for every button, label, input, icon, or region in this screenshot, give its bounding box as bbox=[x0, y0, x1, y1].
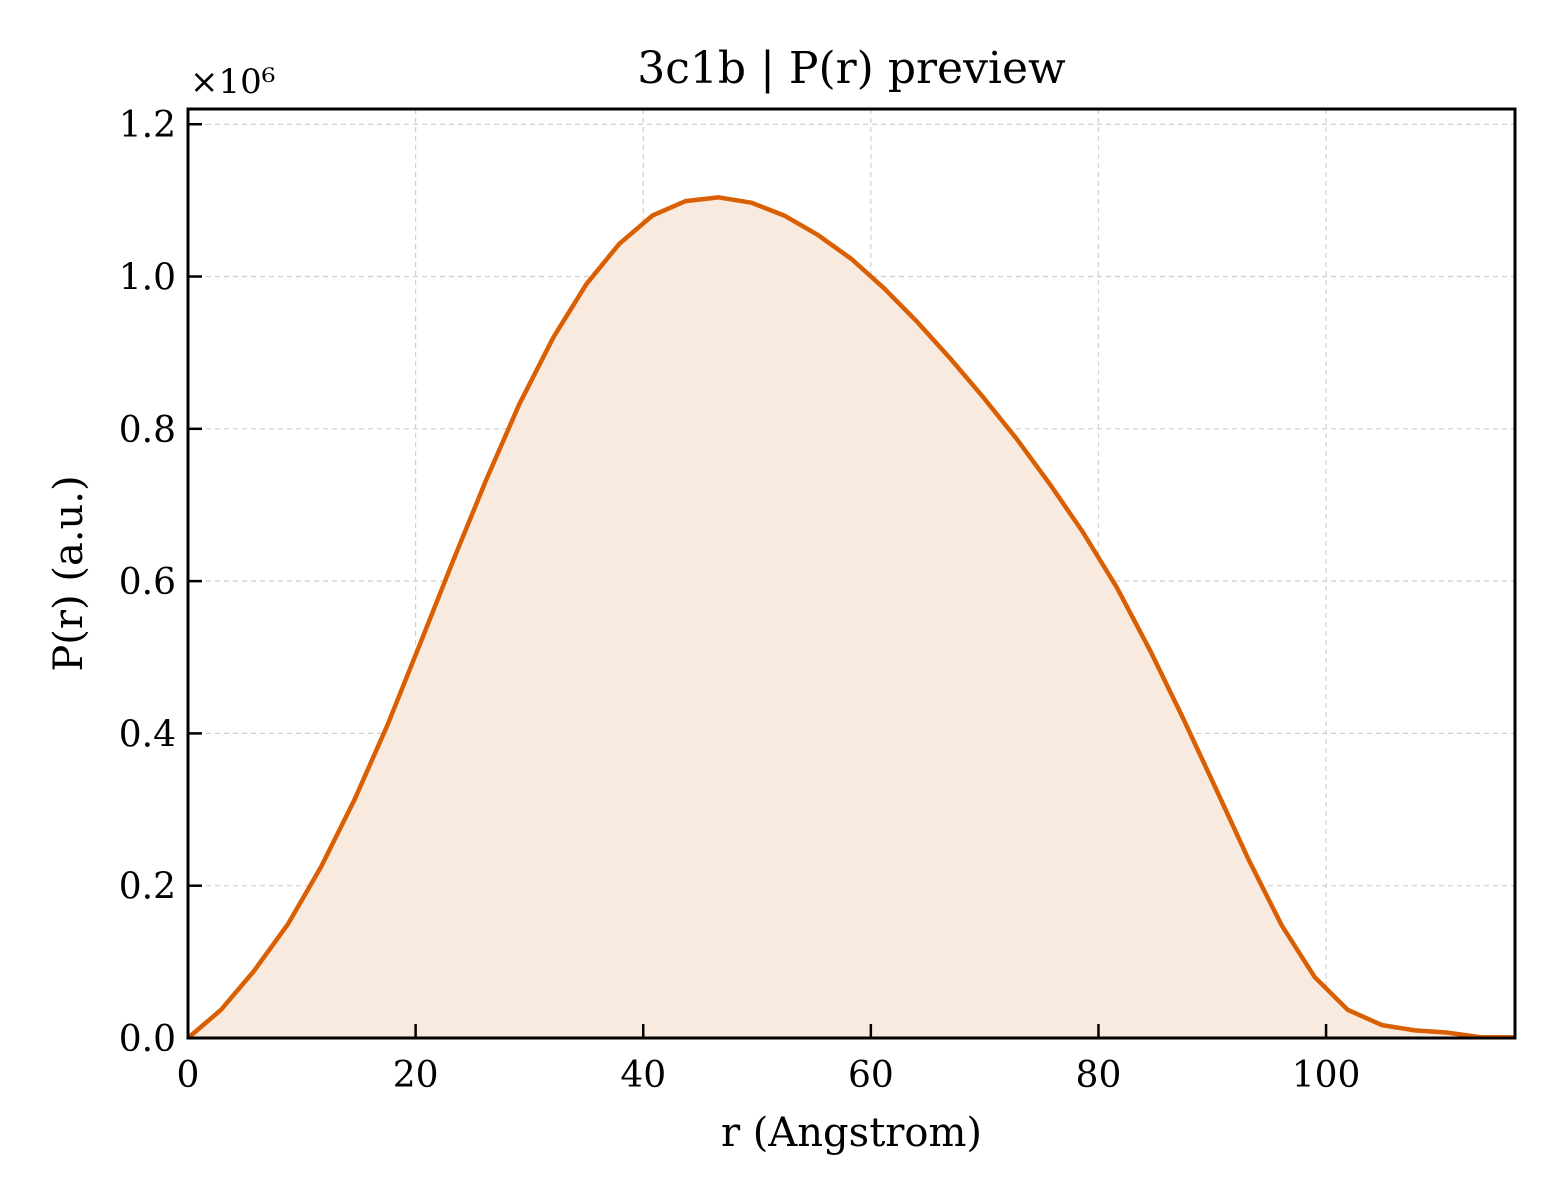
y-axis-label: P(r) (a.u.) bbox=[46, 475, 92, 671]
y-axis-offset: ×10⁶ bbox=[190, 62, 275, 102]
y-tick-label: 0.4 bbox=[119, 714, 176, 755]
y-tick-label: 0.6 bbox=[119, 562, 176, 603]
y-tick-label: 0.2 bbox=[119, 867, 176, 908]
plot-frame bbox=[186, 107, 1517, 1040]
y-tick-label: 1.0 bbox=[119, 258, 176, 299]
x-tick-label: 100 bbox=[1292, 1055, 1361, 1096]
y-tick-label: 0.0 bbox=[119, 1019, 176, 1060]
pr-series-line bbox=[186, 195, 1514, 1040]
pr-area-fill bbox=[188, 197, 1514, 1038]
chart-title: 3c1b | P(r) preview bbox=[637, 43, 1066, 94]
tick-layer: 0 20 40 60 80 100 0.0 0.2 0.4 0.6 0.8 1.0 1.2 bbox=[119, 105, 1361, 1096]
x-tick-label: 60 bbox=[848, 1055, 894, 1096]
x-tick-label: 20 bbox=[393, 1055, 439, 1096]
x-tick-label: 40 bbox=[620, 1055, 666, 1096]
y-tick-label: 0.8 bbox=[119, 410, 176, 451]
y-tick-label: 1.2 bbox=[119, 105, 176, 146]
x-axis-label: r (Angstrom) bbox=[721, 1110, 982, 1156]
x-tick-label: 0 bbox=[177, 1055, 200, 1096]
x-tick-label: 80 bbox=[1076, 1055, 1122, 1096]
